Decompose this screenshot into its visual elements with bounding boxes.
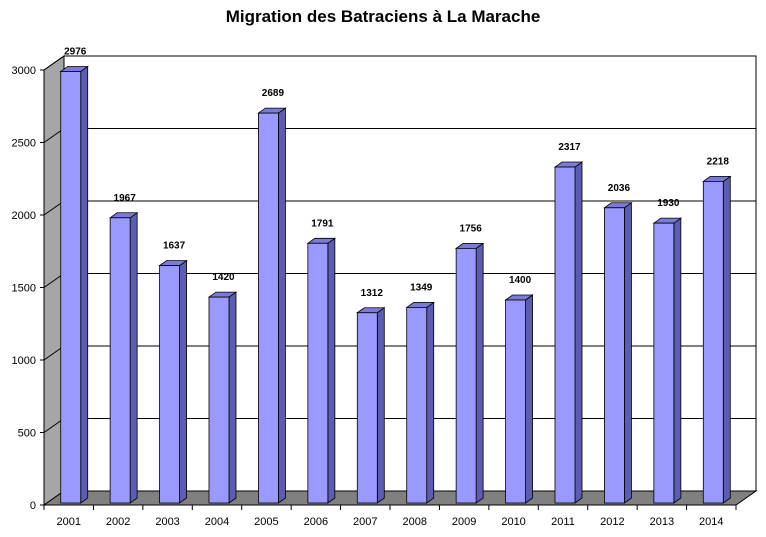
bar-side — [722, 175, 731, 504]
y-tick-label: 1500 — [12, 283, 36, 295]
data-label: 1791 — [311, 218, 334, 229]
bar — [306, 237, 337, 504]
bar — [504, 294, 534, 504]
data-label: 2976 — [64, 46, 87, 57]
bar-side — [327, 237, 336, 504]
x-tick-label: 2005 — [254, 516, 278, 528]
bar-front — [406, 306, 428, 504]
bar-front — [505, 299, 526, 504]
bar-side — [80, 65, 89, 504]
bar-front — [159, 265, 180, 504]
bar-front — [109, 217, 131, 504]
bar-side — [179, 259, 187, 504]
x-tick-label: 2012 — [600, 516, 624, 528]
bar-side — [426, 301, 435, 504]
data-label: 2689 — [262, 88, 285, 99]
x-tick-label: 2013 — [650, 516, 674, 528]
bar-side — [673, 217, 682, 504]
bar-side — [376, 306, 385, 504]
bar — [257, 107, 287, 504]
data-label: 2036 — [608, 183, 631, 194]
data-label: 1756 — [460, 223, 483, 234]
chart-title: Migration des Batraciens à La Marache — [225, 7, 541, 26]
y-tick-label: 500 — [18, 428, 36, 440]
x-tick-label: 2004 — [205, 516, 229, 528]
y-tick-label: 2000 — [12, 210, 36, 222]
x-tick-label: 2011 — [551, 516, 575, 528]
x-axis-ticks: 2001 2002 2003 2004 2005 2006 2007 2008 2009 2010… — [43, 505, 737, 528]
y-tick-label: 0 — [30, 500, 36, 512]
y-tick-label: 3000 — [12, 65, 36, 77]
bar-side — [278, 107, 286, 504]
x-tick-label: 2002 — [106, 516, 130, 528]
bar-side — [574, 161, 583, 504]
x-tick-label: 2009 — [452, 516, 476, 528]
y-tick-label: 2500 — [12, 138, 36, 150]
bar — [356, 306, 386, 504]
bar-side — [129, 212, 138, 504]
bar-front — [258, 112, 279, 504]
bar-front — [554, 166, 576, 504]
bar — [652, 217, 683, 504]
bar-front — [356, 312, 378, 504]
bar — [59, 65, 89, 504]
bar — [108, 212, 139, 504]
data-label: 1312 — [361, 288, 384, 299]
data-label: 1420 — [212, 272, 235, 283]
bar — [603, 202, 633, 504]
bar — [702, 175, 732, 504]
bar — [553, 161, 584, 504]
bar — [405, 301, 435, 504]
bar-side — [525, 294, 533, 504]
y-axis-ticks: 0 500 1000 1500 2000 2500 3000 — [12, 65, 44, 512]
bar-front — [307, 242, 329, 504]
bar — [158, 259, 188, 504]
data-labels: 2976 1967 1637 1420 2689 1791 1312 1349 1756 1400… — [64, 46, 729, 298]
bar-front — [604, 207, 625, 504]
bar — [207, 291, 238, 504]
data-label: 2218 — [707, 156, 730, 167]
bar-front — [653, 222, 675, 504]
x-tick-label: 2014 — [699, 516, 723, 528]
data-label: 1349 — [410, 282, 433, 293]
x-tick-label: 2001 — [56, 516, 80, 528]
bar — [454, 242, 485, 504]
bar-side — [475, 242, 484, 504]
gridline-side — [43, 55, 65, 71]
data-label: 2317 — [558, 142, 581, 153]
data-label: 1400 — [509, 275, 532, 286]
bar-front — [60, 71, 82, 504]
x-tick-label: 2010 — [501, 516, 525, 528]
data-label: 1637 — [163, 241, 186, 252]
chart-walls — [42, 55, 758, 506]
y-tick-label: 1000 — [12, 355, 36, 367]
bar-side — [624, 202, 632, 504]
x-tick-label: 2006 — [304, 516, 328, 528]
bar-side — [228, 291, 237, 504]
x-tick-label: 2007 — [353, 516, 377, 528]
x-tick-label: 2008 — [402, 516, 426, 528]
bar-front — [702, 180, 724, 504]
data-label: 1930 — [657, 198, 680, 209]
bars — [59, 65, 732, 504]
x-tick-label: 2003 — [155, 516, 179, 528]
bar-front — [208, 296, 230, 504]
data-label: 1967 — [114, 193, 137, 204]
floor — [42, 490, 758, 506]
bar-front — [455, 247, 477, 504]
